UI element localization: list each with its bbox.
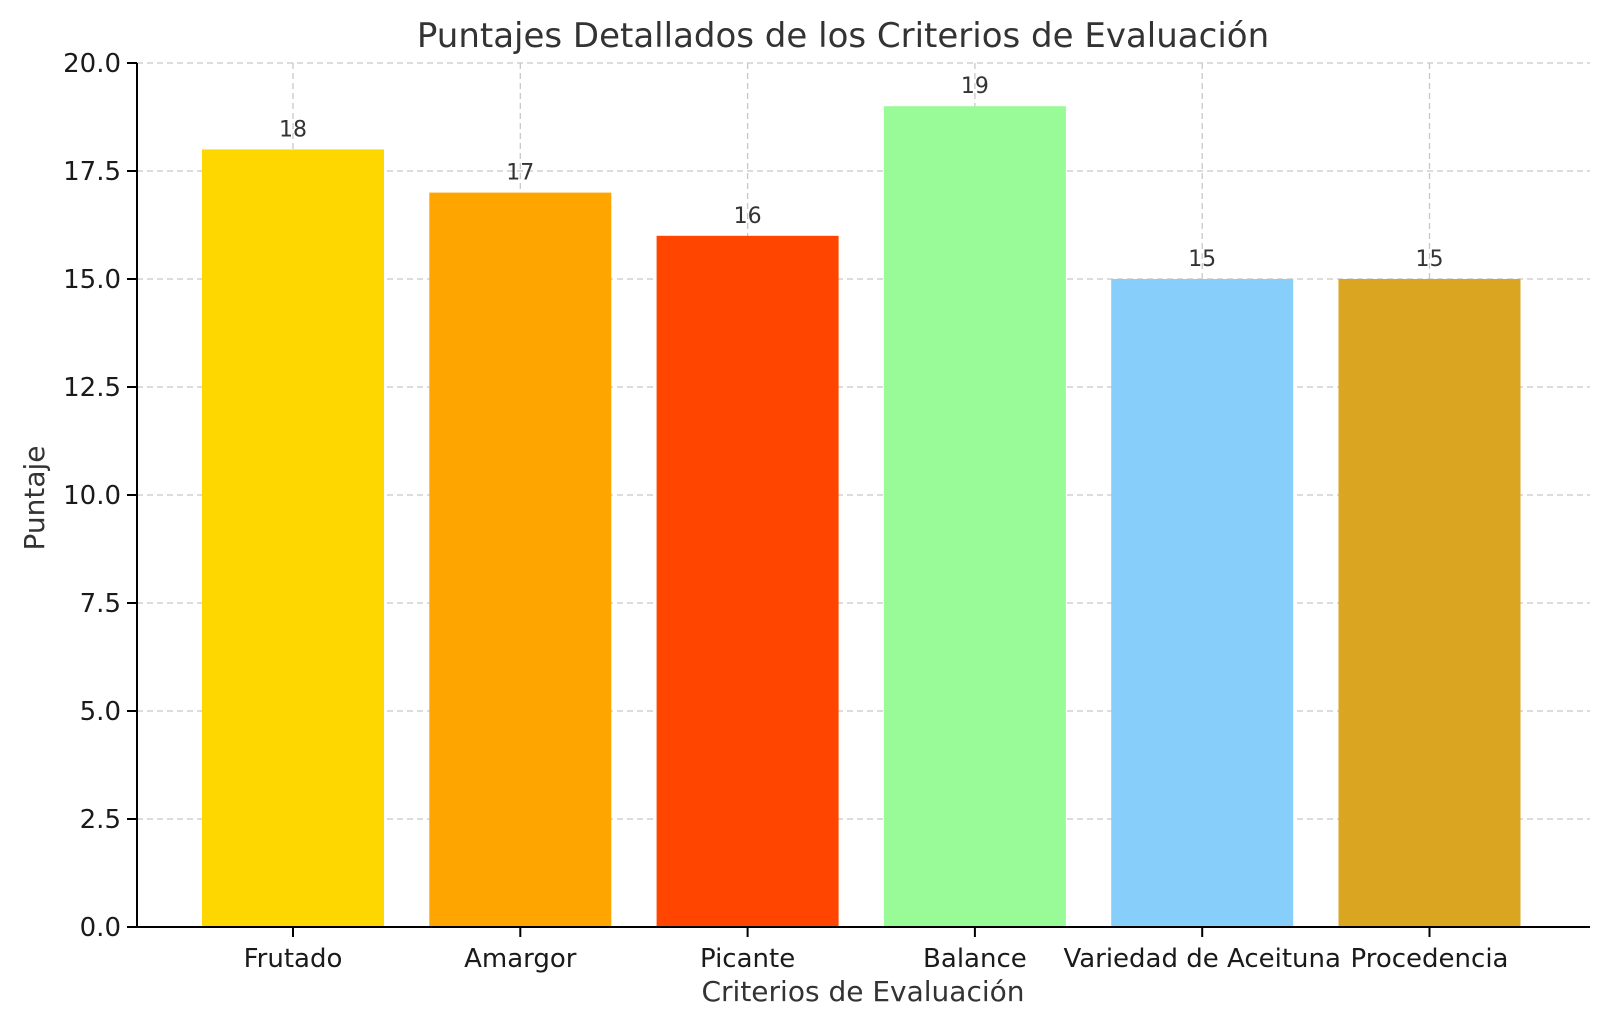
bars — [202, 106, 1521, 928]
y-tick-label: 5.0 — [80, 697, 121, 727]
x-tick-label: Picante — [700, 944, 795, 974]
bar-value-label: 15 — [1188, 247, 1216, 272]
x-tick-label: Procedencia — [1351, 944, 1509, 974]
bar — [1111, 279, 1294, 927]
bar — [883, 106, 1066, 927]
x-tick-label: Balance — [923, 944, 1027, 974]
bar — [429, 192, 612, 928]
y-axis-label: Puntaje — [18, 445, 51, 550]
y-tick-label: 7.5 — [80, 589, 121, 619]
y-tick-label: 20.0 — [63, 49, 121, 79]
bar-value-label: 18 — [279, 117, 307, 142]
x-tick-label: Amargor — [464, 944, 577, 974]
bar — [1338, 279, 1521, 927]
y-tick-label: 12.5 — [63, 373, 121, 403]
x-tick-label: Frutado — [244, 944, 343, 974]
chart-title: Puntajes Detallados de los Criterios de … — [417, 16, 1269, 56]
bar — [656, 235, 839, 928]
bar — [202, 149, 384, 927]
y-tick-label: 2.5 — [80, 805, 121, 835]
x-tick-label: Variedad de Aceituna — [1063, 944, 1341, 974]
bar-value-label: 15 — [1416, 247, 1444, 272]
y-tick-label: 10.0 — [63, 481, 121, 511]
data-labels: 18 17 16 19 15 15 — [279, 74, 1444, 272]
x-ticks: Frutado Amargor Picante Balance Variedad de … — [244, 927, 1509, 974]
y-tick-label: 15.0 — [63, 265, 121, 295]
y-tick-label: 17.5 — [63, 157, 121, 187]
bar-value-label: 17 — [506, 161, 534, 186]
x-axis-label: Criterios de Evaluación — [701, 975, 1024, 1008]
y-tick-label: 0.0 — [80, 913, 121, 943]
bar-value-label: 19 — [961, 74, 989, 99]
bar-value-label: 16 — [734, 204, 762, 229]
y-ticks: 0.0 2.5 5.0 7.5 10.0 12.5 15.0 17.5 20.0 — [63, 49, 137, 943]
